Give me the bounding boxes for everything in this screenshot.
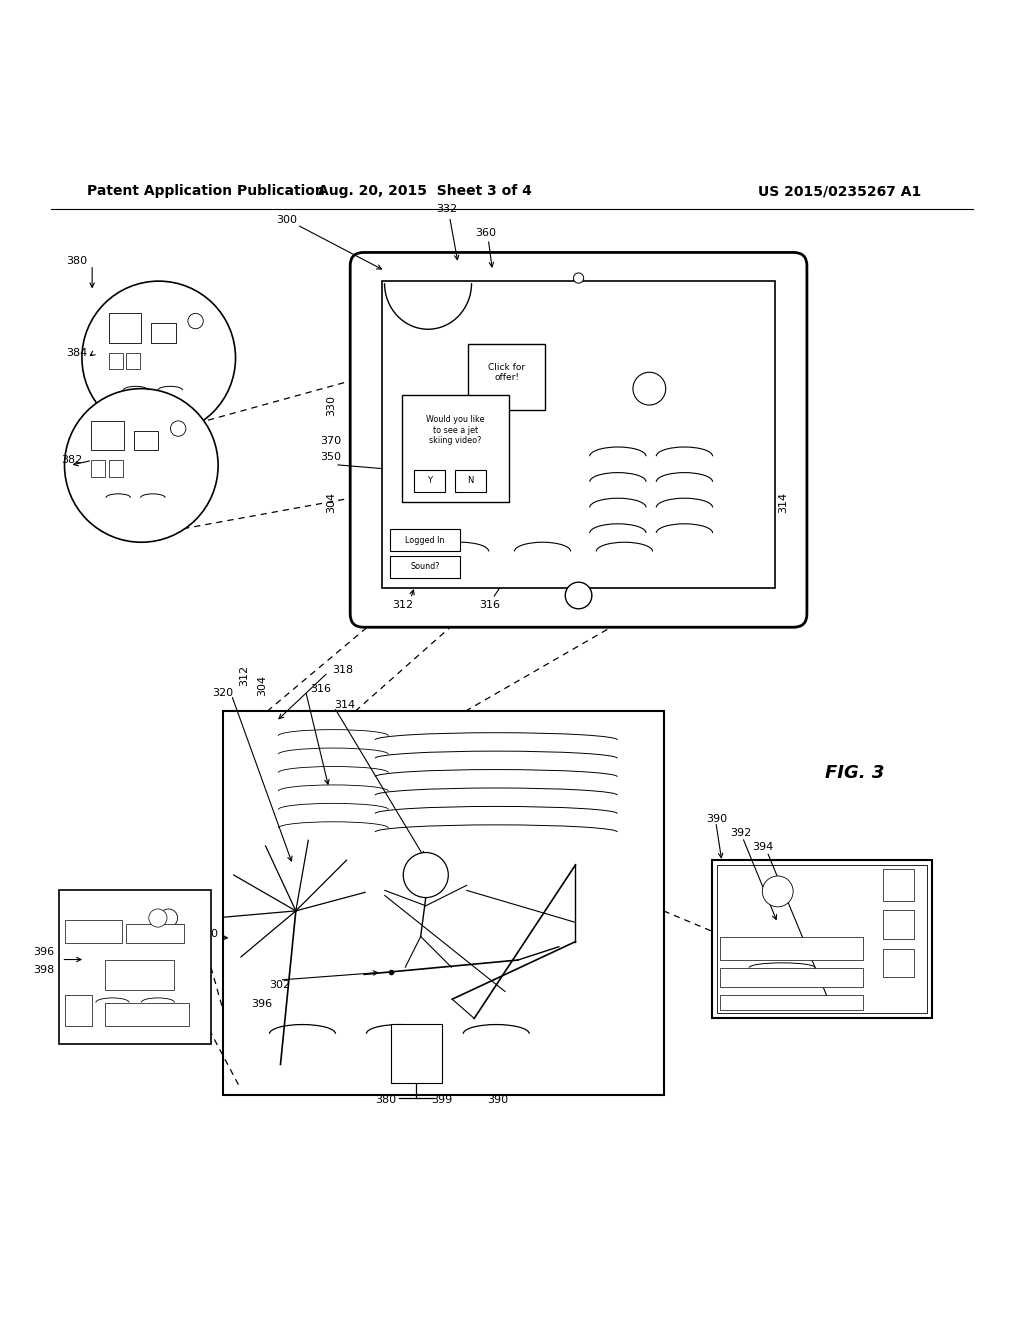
- Text: 302: 302: [269, 981, 291, 990]
- Bar: [390, 556, 460, 578]
- Bar: [65, 995, 92, 1026]
- Bar: [65, 920, 122, 942]
- Circle shape: [160, 909, 177, 927]
- Bar: [468, 343, 545, 411]
- Bar: [720, 968, 863, 986]
- Text: Patent Application Publication: Patent Application Publication: [87, 183, 325, 198]
- Text: 380: 380: [375, 1096, 396, 1105]
- Text: 332: 332: [436, 205, 458, 214]
- Text: 316: 316: [479, 599, 500, 610]
- Text: 392: 392: [730, 828, 752, 838]
- Circle shape: [573, 273, 584, 284]
- Text: 316: 316: [309, 684, 331, 694]
- Bar: [126, 924, 183, 942]
- Text: Sound?: Sound?: [411, 562, 439, 572]
- Text: FIG. 3: FIG. 3: [825, 764, 885, 781]
- Text: 320: 320: [212, 688, 233, 698]
- Text: 394: 394: [753, 842, 774, 853]
- Text: 360: 360: [475, 228, 497, 238]
- Bar: [712, 859, 932, 1019]
- Bar: [105, 960, 174, 990]
- Text: 304: 304: [257, 675, 267, 696]
- Text: 318: 318: [332, 665, 353, 676]
- Text: 310: 310: [197, 929, 218, 939]
- Text: 382: 382: [61, 455, 83, 466]
- Bar: [59, 891, 211, 1044]
- Text: 384: 384: [67, 347, 88, 358]
- Bar: [109, 313, 141, 343]
- Text: 300: 300: [276, 215, 298, 224]
- Bar: [105, 1002, 188, 1026]
- Text: 380: 380: [67, 256, 88, 265]
- Circle shape: [565, 582, 592, 609]
- Bar: [414, 470, 444, 492]
- Text: Click for
offer!: Click for offer!: [488, 363, 525, 383]
- Bar: [127, 352, 140, 370]
- Text: 330: 330: [326, 395, 336, 416]
- Text: 312: 312: [392, 599, 413, 610]
- FancyBboxPatch shape: [350, 252, 807, 627]
- Text: Aug. 20, 2015  Sheet 3 of 4: Aug. 20, 2015 Sheet 3 of 4: [318, 183, 531, 198]
- Bar: [884, 911, 914, 939]
- Text: 304: 304: [326, 492, 336, 513]
- Text: 396: 396: [251, 999, 272, 1010]
- Text: 314: 314: [334, 700, 355, 710]
- Bar: [152, 323, 176, 343]
- Bar: [401, 395, 509, 503]
- Circle shape: [65, 388, 218, 543]
- Text: 398: 398: [33, 965, 54, 975]
- Text: 350: 350: [319, 453, 341, 462]
- Text: 399: 399: [431, 1096, 453, 1105]
- Text: US 2015/0235267 A1: US 2015/0235267 A1: [758, 183, 922, 198]
- Text: 314: 314: [778, 492, 788, 513]
- Bar: [390, 1023, 441, 1082]
- Bar: [390, 529, 460, 552]
- Text: 396: 396: [33, 946, 54, 957]
- Text: 370: 370: [319, 436, 341, 446]
- Bar: [110, 461, 123, 477]
- Text: 362: 362: [451, 367, 471, 378]
- Circle shape: [170, 421, 186, 436]
- Bar: [455, 470, 485, 492]
- Text: 390: 390: [487, 1096, 509, 1105]
- Bar: [91, 461, 105, 477]
- Text: N: N: [467, 477, 473, 486]
- Bar: [884, 869, 914, 902]
- Text: Y: Y: [427, 477, 432, 486]
- Text: 312: 312: [239, 665, 249, 686]
- Bar: [717, 865, 927, 1014]
- Text: Would you like
to see a jet
skiing video?: Would you like to see a jet skiing video…: [426, 416, 484, 445]
- Bar: [884, 949, 914, 977]
- Text: 340: 340: [550, 421, 571, 430]
- Bar: [382, 281, 775, 589]
- Bar: [720, 994, 863, 1011]
- Circle shape: [762, 876, 794, 907]
- Text: Logged In: Logged In: [406, 536, 444, 545]
- Bar: [223, 711, 664, 1096]
- Circle shape: [82, 281, 236, 434]
- Circle shape: [633, 372, 666, 405]
- Bar: [720, 937, 863, 960]
- Text: 342: 342: [463, 425, 484, 436]
- Circle shape: [148, 909, 167, 927]
- Bar: [91, 421, 124, 450]
- Circle shape: [188, 313, 203, 329]
- Bar: [133, 430, 158, 450]
- Text: 390: 390: [707, 813, 728, 824]
- Bar: [109, 352, 123, 370]
- Circle shape: [403, 853, 449, 898]
